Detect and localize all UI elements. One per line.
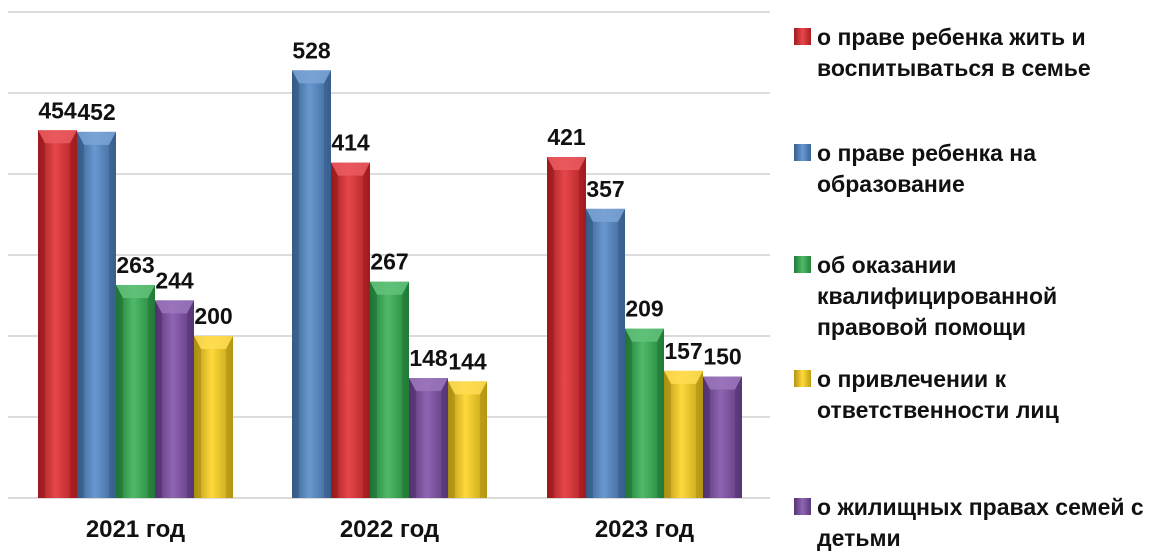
bar-bevel-right — [441, 378, 448, 498]
bar-2022-год-5 — [448, 381, 487, 498]
bar-bevel-right — [618, 208, 625, 498]
bar-2022-год-3 — [370, 281, 409, 498]
bar-bevel-left — [77, 131, 84, 498]
bar-bevel-top — [155, 300, 194, 314]
bar-bevel-left — [155, 300, 162, 498]
bar-2023-год-5 — [703, 376, 742, 498]
bar-bevel-left — [625, 328, 632, 498]
bars — [38, 70, 742, 499]
data-label: 528 — [292, 37, 331, 63]
data-label: 263 — [116, 252, 154, 278]
data-label: 209 — [625, 296, 663, 322]
bar-2022-год-4 — [409, 378, 448, 498]
bar-bevel-right — [109, 131, 116, 498]
bar-bevel-top — [703, 376, 742, 390]
bar-2021-год-5 — [194, 336, 233, 498]
bar-bevel-top — [331, 162, 370, 176]
data-label: 454 — [38, 97, 77, 123]
data-label: 148 — [409, 345, 448, 371]
bar-2021-год-3 — [116, 284, 155, 498]
legend-label: о жилищных правах семей с детьми — [817, 494, 1144, 551]
legend-swatch — [794, 256, 811, 273]
legend-swatch — [794, 28, 811, 45]
legend-label: о праве ребенка жить и воспитываться в с… — [817, 24, 1091, 81]
bar-2023-год-4 — [664, 370, 703, 498]
bar-bevel-top — [409, 378, 448, 392]
bar-bevel-right — [696, 370, 703, 498]
bar-bevel-right — [579, 156, 586, 499]
bar-bevel-left — [547, 156, 554, 499]
legend-item: о привлечении к ответственности лиц — [794, 364, 1147, 426]
legend-swatch — [794, 498, 811, 515]
bar-bevel-left — [448, 381, 455, 498]
bar-bevel-right — [657, 328, 664, 498]
bar-bevel-right — [226, 336, 233, 498]
bar-bevel-top — [292, 70, 331, 84]
x-tick-label: 2022 год — [340, 516, 439, 543]
bar-bevel-right — [480, 381, 487, 498]
data-label: 150 — [703, 344, 741, 370]
bar-2023-год-3 — [625, 328, 664, 498]
bar-bevel-left — [292, 70, 299, 498]
bar-bevel-top — [370, 281, 409, 295]
bar-bevel-right — [70, 130, 77, 498]
bar-2021-год-2 — [77, 131, 116, 498]
legend-item: о праве ребенка на образование — [794, 138, 1147, 200]
bar-bevel-right — [363, 162, 370, 498]
legend-swatch — [794, 370, 811, 387]
data-label: 200 — [194, 303, 232, 329]
bar-bevel-right — [148, 284, 155, 498]
legend-item: об оказании квалифицированной правовой п… — [794, 250, 1147, 343]
x-tick-label: 2021 год — [86, 516, 185, 543]
bar-bevel-left — [331, 162, 338, 498]
bar-bevel-left — [664, 370, 671, 498]
bar-bevel-left — [409, 378, 416, 498]
bar-2022-год-2 — [331, 162, 370, 498]
bar-bevel-top — [664, 370, 703, 384]
data-label: 267 — [370, 249, 408, 275]
bar-bevel-left — [38, 130, 45, 498]
bar-bevel-top — [547, 156, 586, 170]
data-label: 144 — [448, 348, 487, 374]
legend-label: об оказании квалифицированной правовой п… — [817, 252, 1058, 340]
data-label: 452 — [77, 99, 115, 125]
bar-bevel-top — [625, 328, 664, 342]
bar-bevel-right — [187, 300, 194, 498]
bar-bevel-left — [586, 208, 593, 498]
data-label: 414 — [331, 130, 370, 156]
legend-label: о привлечении к ответственности лиц — [817, 366, 1059, 423]
bar-bevel-top — [586, 208, 625, 222]
legend-item: о праве ребенка жить и воспитываться в с… — [794, 22, 1147, 84]
data-label: 244 — [155, 267, 194, 293]
bar-bevel-top — [194, 336, 233, 349]
bar-bevel-left — [194, 336, 201, 498]
bar-bevel-right — [402, 281, 409, 498]
data-label: 157 — [664, 338, 702, 364]
bar-bevel-top — [116, 284, 155, 298]
data-label: 357 — [586, 176, 624, 202]
x-tick-label: 2023 год — [595, 516, 694, 543]
bar-2021-год-4 — [155, 300, 194, 498]
bar-bevel-right — [324, 70, 331, 498]
bar-2021-год-1 — [38, 130, 77, 498]
bar-2023-год-1 — [547, 156, 586, 499]
bar-bevel-left — [116, 284, 123, 498]
legend-swatch — [794, 144, 811, 161]
legend-label: о праве ребенка на образование — [817, 140, 1036, 197]
x-axis-tick-labels: 2021 год 2022 год 2023 год — [86, 516, 694, 543]
data-label: 421 — [547, 124, 586, 150]
bar-2022-год-1 — [292, 70, 331, 498]
legend-item: о жилищных правах семей с детьми — [794, 492, 1147, 554]
bar-bevel-top — [77, 131, 116, 145]
bar-bevel-top — [448, 381, 487, 395]
bar-bevel-left — [703, 376, 710, 498]
bar-bevel-top — [38, 130, 77, 144]
bar-2023-год-2 — [586, 208, 625, 498]
bar-bevel-right — [735, 376, 742, 498]
bar-bevel-left — [370, 281, 377, 498]
